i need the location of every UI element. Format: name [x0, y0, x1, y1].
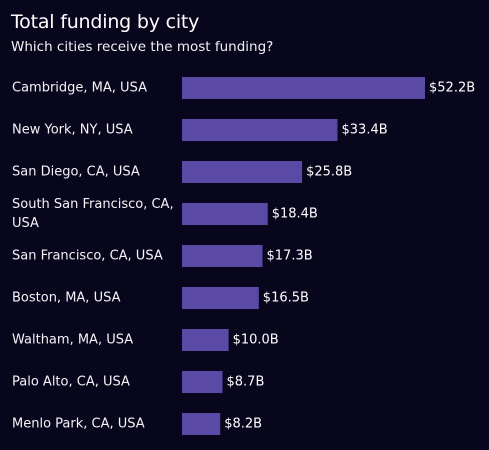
bar-7: [182, 371, 223, 393]
category-label-3: South San Francisco, CA, USA: [12, 197, 174, 231]
value-label-8: $8.2B: [224, 417, 262, 432]
bar-5: [182, 287, 259, 309]
category-label-6: Waltham, MA, USA: [12, 333, 133, 348]
bar-6: [182, 329, 229, 351]
bar-1: [182, 119, 338, 141]
chart-subtitle: Which cities receive the most funding?: [11, 39, 274, 55]
value-label-6: $10.0B: [233, 333, 279, 348]
bar-3: [182, 203, 268, 225]
bar-2: [182, 161, 303, 183]
value-label-1: $33.4B: [342, 123, 388, 138]
category-label-7: Palo Alto, CA, USA: [12, 375, 130, 390]
category-label-8: Menlo Park, CA, USA: [12, 417, 145, 432]
category-label-2: San Diego, CA, USA: [12, 165, 140, 180]
category-label-0: Cambridge, MA, USA: [12, 81, 147, 96]
value-label-0: $52.2B: [429, 81, 475, 96]
bar-0: [182, 77, 425, 99]
category-label-5: Boston, MA, USA: [12, 291, 121, 306]
bar-4: [182, 245, 263, 267]
value-label-5: $16.5B: [263, 291, 309, 306]
category-label-1: New York, NY, USA: [12, 123, 133, 138]
chart-title: Total funding by city: [11, 11, 200, 33]
value-label-7: $8.7B: [227, 375, 265, 390]
value-label-3: $18.4B: [272, 207, 318, 222]
bar-8: [182, 413, 221, 435]
value-label-4: $17.3B: [267, 249, 313, 264]
category-label-4: San Francisco, CA, USA: [12, 249, 163, 264]
value-label-2: $25.8B: [306, 165, 352, 180]
